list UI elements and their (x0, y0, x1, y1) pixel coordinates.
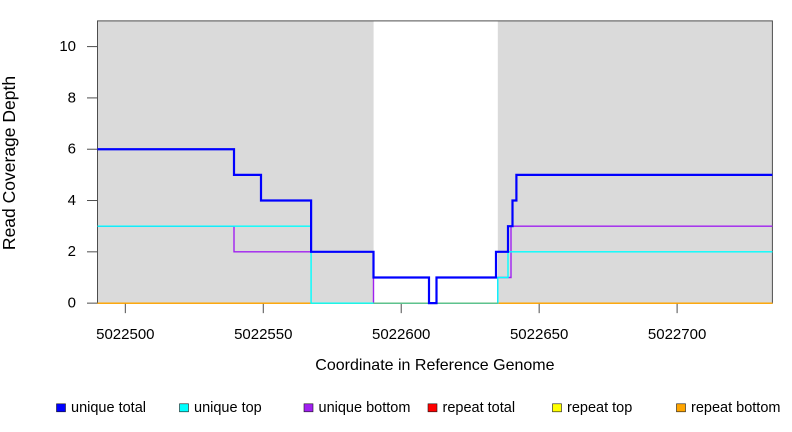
svg-text:5022550: 5022550 (234, 326, 292, 343)
svg-text:0: 0 (68, 295, 76, 312)
svg-text:2: 2 (68, 243, 76, 260)
svg-text:5022650: 5022650 (510, 326, 568, 343)
svg-text:repeat bottom: repeat bottom (691, 400, 780, 416)
svg-text:repeat total: repeat total (443, 400, 516, 416)
svg-text:5022500: 5022500 (96, 326, 154, 343)
svg-text:6: 6 (68, 141, 76, 158)
svg-text:unique bottom: unique bottom (319, 400, 411, 416)
svg-text:4: 4 (68, 192, 76, 209)
svg-text:unique top: unique top (194, 400, 262, 416)
svg-text:5022700: 5022700 (648, 326, 706, 343)
svg-text:repeat top: repeat top (567, 400, 632, 416)
svg-text:5022600: 5022600 (372, 326, 430, 343)
svg-text:Read Coverage Depth: Read Coverage Depth (0, 76, 19, 250)
svg-text:8: 8 (68, 89, 76, 106)
svg-text:10: 10 (59, 38, 76, 55)
svg-text:unique total: unique total (71, 400, 146, 416)
svg-text:Coordinate in Reference Genome: Coordinate in Reference Genome (315, 357, 554, 374)
